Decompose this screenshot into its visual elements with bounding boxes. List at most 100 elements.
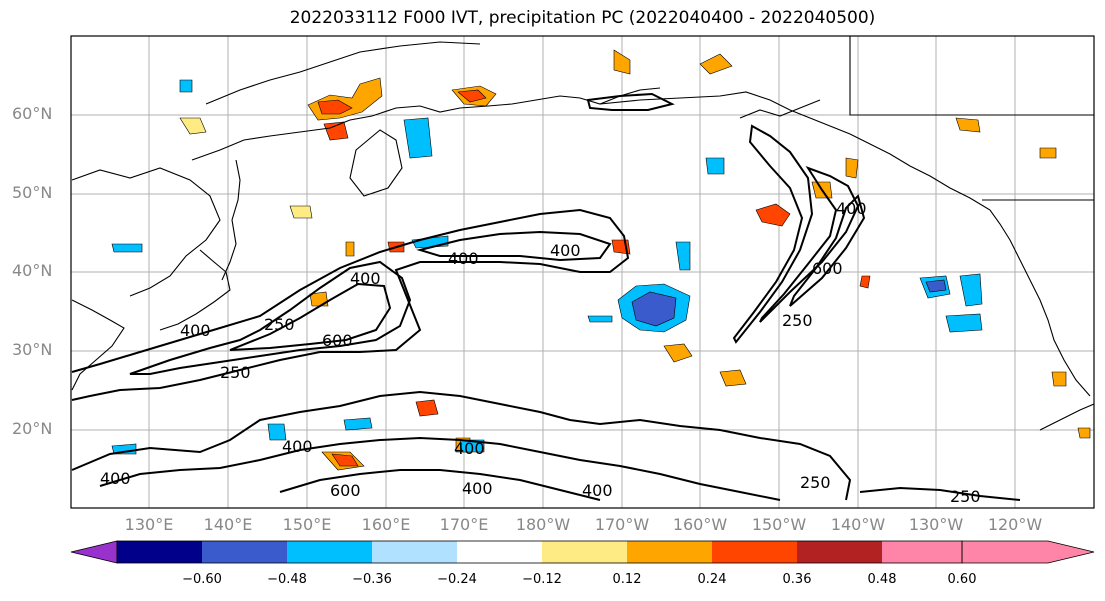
colorbar-tick-label: −0.24 (437, 572, 477, 587)
colorbar-segment (117, 541, 202, 563)
precip-blob (663, 343, 693, 363)
contour-label: 600 (330, 481, 361, 500)
precip-blob (1051, 371, 1067, 387)
precip-blob (719, 369, 747, 387)
precip-blob (289, 205, 313, 219)
contour-label: 250 (800, 473, 831, 492)
precip-blob (457, 89, 487, 103)
contour-label: 250 (264, 315, 295, 334)
precip-blob (345, 241, 355, 257)
contour-label: 400 (448, 249, 479, 268)
ivt-contour-250 (586, 92, 675, 111)
lon-label-150w: 150°W (751, 515, 807, 534)
colorbar-segment (712, 541, 797, 563)
lat-label-30n: 30°N (12, 340, 53, 359)
ivt-contour-250 (859, 486, 1021, 501)
lon-label-120w: 120°W (987, 515, 1043, 534)
colorbar-segment (287, 541, 372, 563)
colorbar-tick-label: 0.12 (612, 572, 642, 587)
contour-label: 400 (462, 479, 493, 498)
precip-blob (323, 121, 349, 141)
map-title: 2022033112 F000 IVT, precipitation PC (2… (289, 8, 876, 28)
precip-blob (755, 203, 791, 227)
precip-blob (403, 117, 433, 159)
lat-label-60n: 60°N (12, 104, 53, 123)
coastline-arctic (205, 41, 481, 105)
colorbar-segment (372, 541, 457, 563)
map-frame (70, 35, 1095, 509)
precip-blob (1039, 147, 1057, 159)
precip-blob (331, 453, 359, 467)
colorbar-tick-label: −0.48 (267, 572, 307, 587)
precip-blob (955, 117, 981, 133)
ivt-contour-600 (229, 282, 392, 351)
precip-blob (845, 157, 859, 179)
coastline-sakhalin (221, 159, 241, 281)
contour-label: 600 (812, 259, 843, 278)
coastline-japan (159, 249, 231, 331)
coastline-kamchatka (349, 129, 403, 197)
colorbar-tick-label: −0.36 (352, 572, 392, 587)
lat-label-50n: 50°N (12, 183, 53, 202)
ivt-contour-400 (416, 230, 612, 262)
lon-label-140e: 140°E (203, 515, 253, 534)
precip-blob (699, 53, 733, 75)
colorbar (70, 540, 1095, 564)
ivt-contour-400 (99, 436, 781, 501)
coastline-north-america (599, 91, 1091, 397)
lon-label-130e: 130°E (124, 515, 174, 534)
contour-label: 400 (836, 199, 867, 218)
colorbar-tick-label: 0.36 (782, 572, 812, 587)
colorbar-extend-high (961, 540, 1095, 564)
ivt-contour-400 (129, 260, 412, 375)
precip-blob (945, 313, 983, 333)
contour-label: 250 (782, 311, 813, 330)
coastline-mexico (1039, 403, 1095, 431)
colorbar-extend-low (70, 540, 118, 564)
precip-blob (613, 49, 631, 75)
precip-blob (925, 279, 947, 293)
precip-blob (459, 439, 485, 453)
precip-blob (1077, 427, 1091, 439)
contour-label: 400 (582, 481, 613, 500)
contour-label: 400 (282, 437, 313, 456)
contour-label: 250 (950, 487, 981, 506)
precip-blob (705, 157, 725, 175)
precip-blob (179, 79, 193, 93)
ivt-contour-600 (279, 469, 601, 501)
precip-blob (179, 117, 207, 135)
ivt-contour-250 (71, 390, 852, 501)
lon-label-160w: 160°W (672, 515, 728, 534)
border-alaska-canada (849, 36, 1094, 116)
contour-label: 400 (180, 321, 211, 340)
precip-blob (309, 291, 329, 307)
precip-blob (859, 275, 871, 289)
colorbar-tick-label: 0.48 (867, 572, 897, 587)
ivt-contour-400 (759, 166, 860, 323)
contour-label: 250 (220, 363, 251, 382)
colorbar-tick-label: −0.60 (182, 572, 222, 587)
contour-label: 400 (550, 241, 581, 260)
colorbar-segment (542, 541, 627, 563)
contour-labels: 400 400 400 250 400 600 250 400 600 250 … (100, 199, 981, 506)
coastline-asia (71, 167, 221, 297)
lat-label-20n: 20°N (12, 419, 53, 438)
lon-label-170w: 170°W (594, 515, 650, 534)
lon-label-140w: 140°W (830, 515, 886, 534)
coastlines (71, 36, 1095, 431)
contour-label: 400 (100, 469, 131, 488)
precip-blob (587, 315, 613, 323)
colorbar-segment (797, 541, 882, 563)
lon-label-160e: 160°E (361, 515, 411, 534)
colorbar-segment (627, 541, 712, 563)
lon-label-130w: 130°W (908, 515, 964, 534)
colorbar-segment (457, 541, 542, 563)
precip-blob (111, 243, 143, 253)
precip-blob (343, 417, 373, 431)
precip-blob (415, 399, 439, 417)
colorbar-tick-label: 0.60 (947, 572, 977, 587)
lat-label-40n: 40°N (12, 261, 53, 280)
coastline-siberia (191, 87, 661, 161)
colorbar-tick-label: 0.24 (697, 572, 727, 587)
